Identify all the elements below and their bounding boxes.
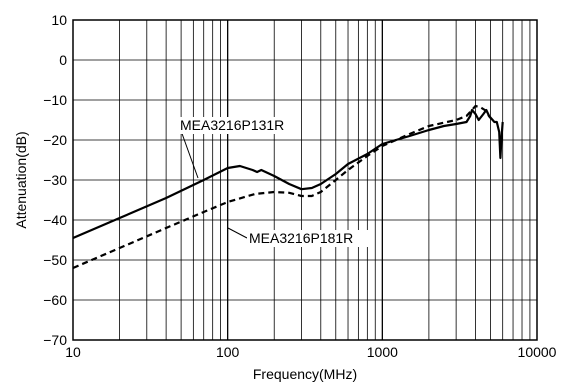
series-leader-line-2 — [227, 227, 248, 239]
x-tick-label: 10000 — [518, 344, 557, 360]
y-tick-label: −60 — [43, 292, 67, 308]
y-tick-label: −40 — [43, 212, 67, 228]
x-tick-labels: 10 100 1000 10000 — [65, 344, 556, 360]
y-tick-label: −30 — [43, 172, 67, 188]
series-label-background-1 — [178, 117, 300, 134]
y-tick-label: 0 — [59, 52, 67, 68]
x-tick-label: 1000 — [367, 344, 398, 360]
x-tick-label: 10 — [65, 344, 81, 360]
series-line-2 — [72, 104, 492, 270]
y-tick-label: −10 — [43, 92, 67, 108]
y-tick-label: −50 — [43, 252, 67, 268]
y-axis-label: Attenuation(dB) — [13, 131, 29, 228]
x-tick-label: 100 — [216, 344, 240, 360]
series-leader-line-1 — [179, 127, 199, 179]
x-axis-label: Frequency(MHz) — [253, 366, 357, 382]
series-layer — [72, 104, 504, 270]
grid — [73, 19, 537, 341]
y-tick-label: −20 — [43, 132, 67, 148]
labels-layer: MEA3216P131R MEA3216P181R — [178, 117, 369, 247]
y-tick-labels: 10 0 −10 −20 −30 −40 −50 −60 −70 — [43, 12, 67, 348]
plot-frame — [72, 19, 538, 341]
y-tick-label: −70 — [43, 332, 67, 348]
y-tick-label: 10 — [51, 12, 67, 28]
series-label-background-2 — [247, 230, 369, 247]
series-label-1: MEA3216P131R — [180, 117, 284, 133]
series-label-2: MEA3216P181R — [249, 230, 353, 246]
